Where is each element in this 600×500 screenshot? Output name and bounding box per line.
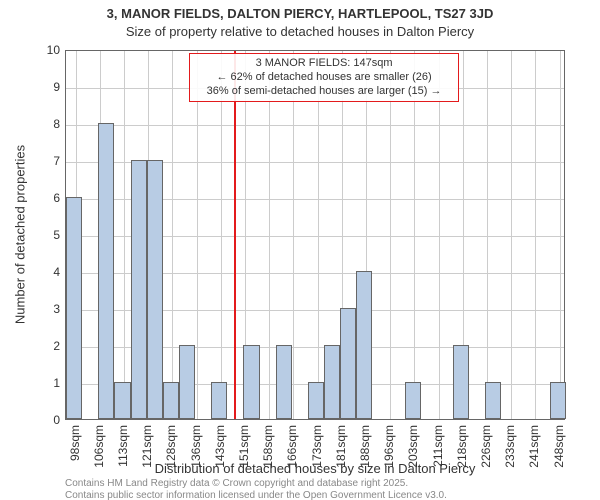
gridline-v (439, 51, 440, 419)
annotation-line: 3 MANOR FIELDS: 147sqm (196, 57, 452, 71)
plot-area: 3 MANOR FIELDS: 147sqm← 62% of detached … (65, 50, 565, 420)
histogram-bar (163, 382, 179, 419)
xtick-label: 173sqm (310, 425, 324, 468)
xtick-label: 218sqm (455, 425, 469, 468)
ytick-label: 2 (30, 339, 60, 353)
xtick-label: 113sqm (116, 425, 130, 467)
xtick-label: 158sqm (261, 425, 275, 468)
xtick-label: 188sqm (358, 425, 372, 468)
histogram-bar (114, 382, 130, 419)
attribution: Contains HM Land Registry data © Crown c… (65, 478, 565, 500)
gridline-h (66, 125, 564, 126)
xtick-label: 128sqm (164, 425, 178, 468)
attribution-line: Contains HM Land Registry data © Crown c… (65, 478, 565, 490)
histogram-bar (324, 345, 340, 419)
xtick-label: 106sqm (92, 425, 106, 468)
ytick-label: 0 (30, 413, 60, 427)
histogram-bar (179, 345, 195, 419)
ytick-label: 6 (30, 191, 60, 205)
histogram-bar (211, 382, 227, 419)
ytick-label: 5 (30, 228, 60, 242)
histogram-bar (308, 382, 324, 419)
reference-line (234, 51, 236, 419)
ytick-label: 10 (30, 43, 60, 57)
histogram-bar (131, 160, 147, 419)
gridline-v (197, 51, 198, 419)
histogram-bar (356, 271, 372, 419)
gridline-v (221, 51, 222, 419)
histogram-bar (550, 382, 566, 419)
histogram-bar (276, 345, 292, 419)
gridline-v (511, 51, 512, 419)
xtick-label: 196sqm (382, 425, 396, 468)
xtick-label: 203sqm (406, 425, 420, 468)
xtick-label: 233sqm (503, 425, 517, 468)
xtick-label: 166sqm (285, 425, 299, 468)
histogram-bar (243, 345, 259, 419)
histogram-bar (340, 308, 356, 419)
ytick-label: 3 (30, 302, 60, 316)
gridline-v (414, 51, 415, 419)
xtick-label: 226sqm (479, 425, 493, 468)
annotation-line: 36% of semi-detached houses are larger (… (196, 85, 452, 99)
histogram-bar (405, 382, 421, 419)
annotation-line: ← 62% of detached houses are smaller (26… (196, 71, 452, 85)
xtick-label: 151sqm (237, 425, 251, 468)
chart-title-main: 3, MANOR FIELDS, DALTON PIERCY, HARTLEPO… (0, 6, 600, 21)
ytick-label: 9 (30, 80, 60, 94)
ytick-label: 1 (30, 376, 60, 390)
yaxis-title: Number of detached properties (13, 115, 28, 355)
xtick-label: 136sqm (189, 425, 203, 468)
annotation-box: 3 MANOR FIELDS: 147sqm← 62% of detached … (189, 53, 459, 102)
xtick-label: 98sqm (68, 425, 82, 461)
ytick-label: 8 (30, 117, 60, 131)
gridline-v (535, 51, 536, 419)
gridline-v (390, 51, 391, 419)
gridline-v (487, 51, 488, 419)
xtick-label: 241sqm (527, 425, 541, 468)
gridline-v (269, 51, 270, 419)
xtick-label: 181sqm (334, 425, 348, 468)
xtick-label: 121sqm (140, 425, 154, 468)
histogram-bar (98, 123, 114, 419)
histogram-bar (485, 382, 501, 419)
histogram-bar (147, 160, 163, 419)
attribution-line: Contains public sector information licen… (65, 490, 565, 500)
ytick-label: 7 (30, 154, 60, 168)
chart-container: 3, MANOR FIELDS, DALTON PIERCY, HARTLEPO… (0, 0, 600, 500)
histogram-bar (66, 197, 82, 419)
chart-title-sub: Size of property relative to detached ho… (0, 24, 600, 39)
xtick-label: 143sqm (213, 425, 227, 468)
gridline-v (560, 51, 561, 419)
xtick-label: 248sqm (552, 425, 566, 468)
xtick-label: 211sqm (431, 425, 445, 467)
histogram-bar (453, 345, 469, 419)
gridline-v (124, 51, 125, 419)
gridline-v (293, 51, 294, 419)
gridline-v (172, 51, 173, 419)
ytick-label: 4 (30, 265, 60, 279)
gridline-v (318, 51, 319, 419)
